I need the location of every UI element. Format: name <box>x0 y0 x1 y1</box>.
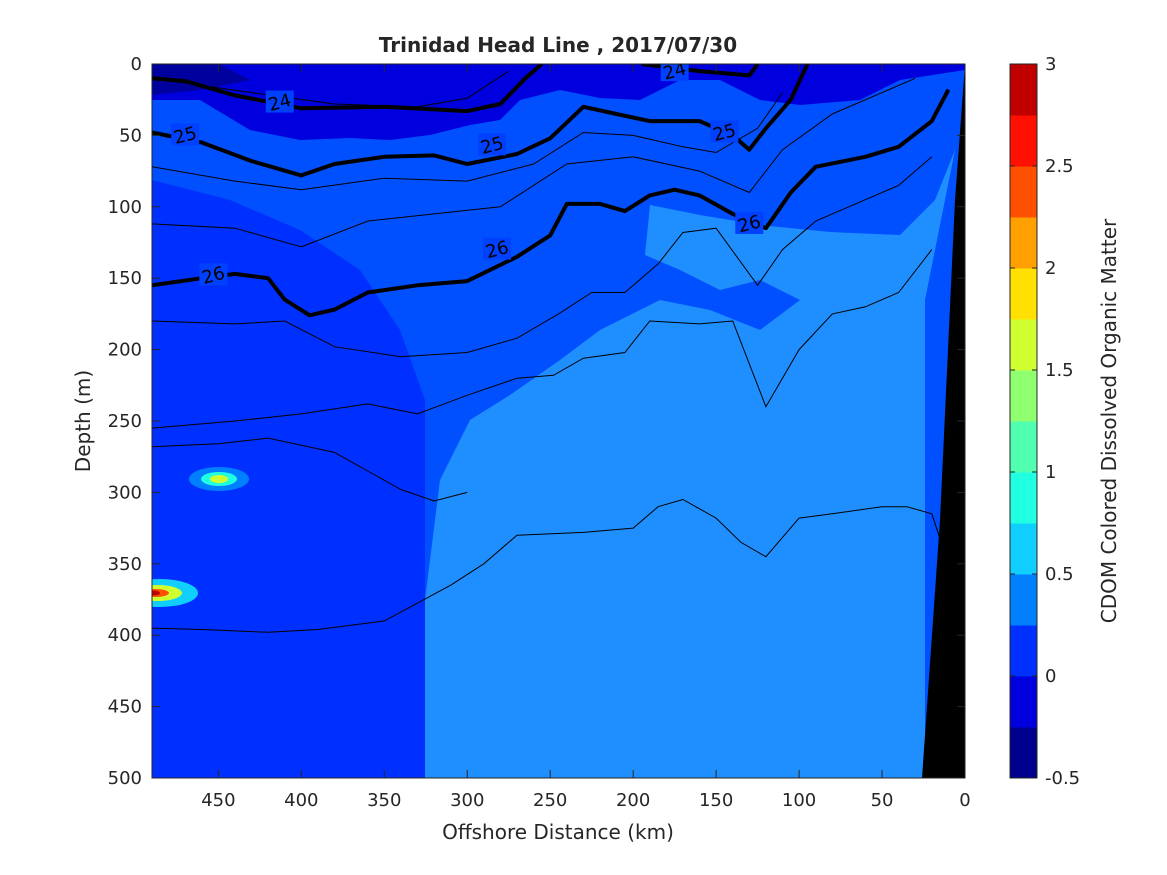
colorbar-swatch <box>1010 370 1037 422</box>
x-tick-label: 0 <box>959 790 970 811</box>
colorbar-tick-label: 2.5 <box>1045 156 1074 177</box>
thin-contour-line <box>152 498 949 633</box>
colorbar-swatch <box>1010 421 1037 473</box>
y-tick-label: 200 <box>108 340 142 361</box>
contour-line-24 <box>152 64 544 114</box>
colorbar: -0.5 0 0.5 1 1.5 2 2.5 3 <box>1009 54 1080 789</box>
thin-contour-line <box>152 92 783 191</box>
x-tick-label: 50 <box>871 790 894 811</box>
seafloor-mask <box>922 64 965 778</box>
colorbar-tick-label: 0.5 <box>1045 564 1074 585</box>
region-nearshore-mid <box>645 150 955 300</box>
contour-label-bg <box>171 123 200 146</box>
region-surface-dark <box>152 64 250 95</box>
x-tick-label: 400 <box>284 790 318 811</box>
contour-label-bg <box>483 237 512 260</box>
x-tick-label: 300 <box>450 790 484 811</box>
x-tick-label: 200 <box>616 790 650 811</box>
colorbar-frame <box>1009 63 1038 779</box>
contour-label-bg <box>478 133 507 156</box>
thin-contour-line <box>152 249 933 429</box>
x-tick-label: 150 <box>699 790 733 811</box>
contour-label-bg <box>199 263 228 286</box>
colorbar-swatch <box>1010 268 1037 320</box>
colorbar-swatch <box>1010 115 1037 167</box>
x-tick-label: 450 <box>201 790 235 811</box>
x-tick-label: 100 <box>782 790 816 811</box>
y-tick-label: 50 <box>119 125 142 146</box>
colorbar-swatch <box>1010 727 1037 779</box>
colorbar-swatch <box>1010 166 1037 218</box>
colorbar-swatch <box>1010 319 1037 371</box>
colorbar-swatch <box>1010 625 1037 677</box>
y-axis-label: Depth (m) <box>71 370 95 472</box>
region-deep-offshore <box>152 180 425 778</box>
colorbar-tick-label: -0.5 <box>1045 768 1080 789</box>
x-tick-label: 350 <box>367 790 401 811</box>
y-tick-label: 150 <box>108 268 142 289</box>
contour-label-bg <box>735 211 764 234</box>
colorbar-swatch <box>1010 574 1037 626</box>
y-tick-label: 100 <box>108 197 142 218</box>
colorbar-tick-label: 2 <box>1045 258 1056 279</box>
y-tick-label: 300 <box>108 482 142 503</box>
x-tick-label: 250 <box>533 790 567 811</box>
colorbar-swatch <box>1010 64 1037 116</box>
contour-line-25 <box>152 64 810 178</box>
thin-contour-line <box>152 156 933 358</box>
thin-isopycnals <box>152 70 949 633</box>
colorbar-tick-label: 1.5 <box>1045 360 1074 381</box>
x-axis: 450 400 350 300 250 200 150 100 50 0 <box>201 64 971 811</box>
y-tick-label: 0 <box>131 54 142 75</box>
region-mid-patch <box>470 410 590 470</box>
y-tick-label: 400 <box>108 625 142 646</box>
anomaly-485km-peak <box>152 590 160 596</box>
anomaly-450km-core <box>210 475 228 483</box>
colorbar-swatch <box>1010 523 1037 575</box>
colorbar-tick-label: 1 <box>1045 462 1056 483</box>
region-near-surface-band <box>152 64 965 140</box>
contour-label: 24 <box>661 59 689 85</box>
y-tick-label: 450 <box>108 697 142 718</box>
colorbar-tick-label: 0 <box>1045 666 1056 687</box>
y-tick-label: 250 <box>108 411 142 432</box>
thin-contour-line <box>152 77 916 248</box>
colorbar-swatch <box>1010 217 1037 269</box>
y-tick-label: 350 <box>108 554 142 575</box>
colorbar-swatch <box>1010 472 1037 524</box>
labeled-isopycnals <box>152 64 951 318</box>
colorbar-swatch <box>1010 676 1037 728</box>
colorbar-label: CDOM Colored Dissolved Organic Matter <box>1097 218 1121 623</box>
contour-label-bg <box>710 120 739 143</box>
y-axis: 0 50 100 150 200 250 300 350 400 450 500 <box>108 54 965 789</box>
contour-label-bg <box>660 64 689 82</box>
thin-contour-line <box>152 437 468 502</box>
chart-title: Trinidad Head Line , 2017/07/30 <box>379 33 737 57</box>
contour-line-26 <box>152 88 951 318</box>
contour-label-bg <box>265 90 294 113</box>
x-axis-label: Offshore Distance (km) <box>442 820 674 844</box>
colorbar-tick-label: 3 <box>1045 54 1056 75</box>
y-tick-label: 500 <box>108 768 142 789</box>
